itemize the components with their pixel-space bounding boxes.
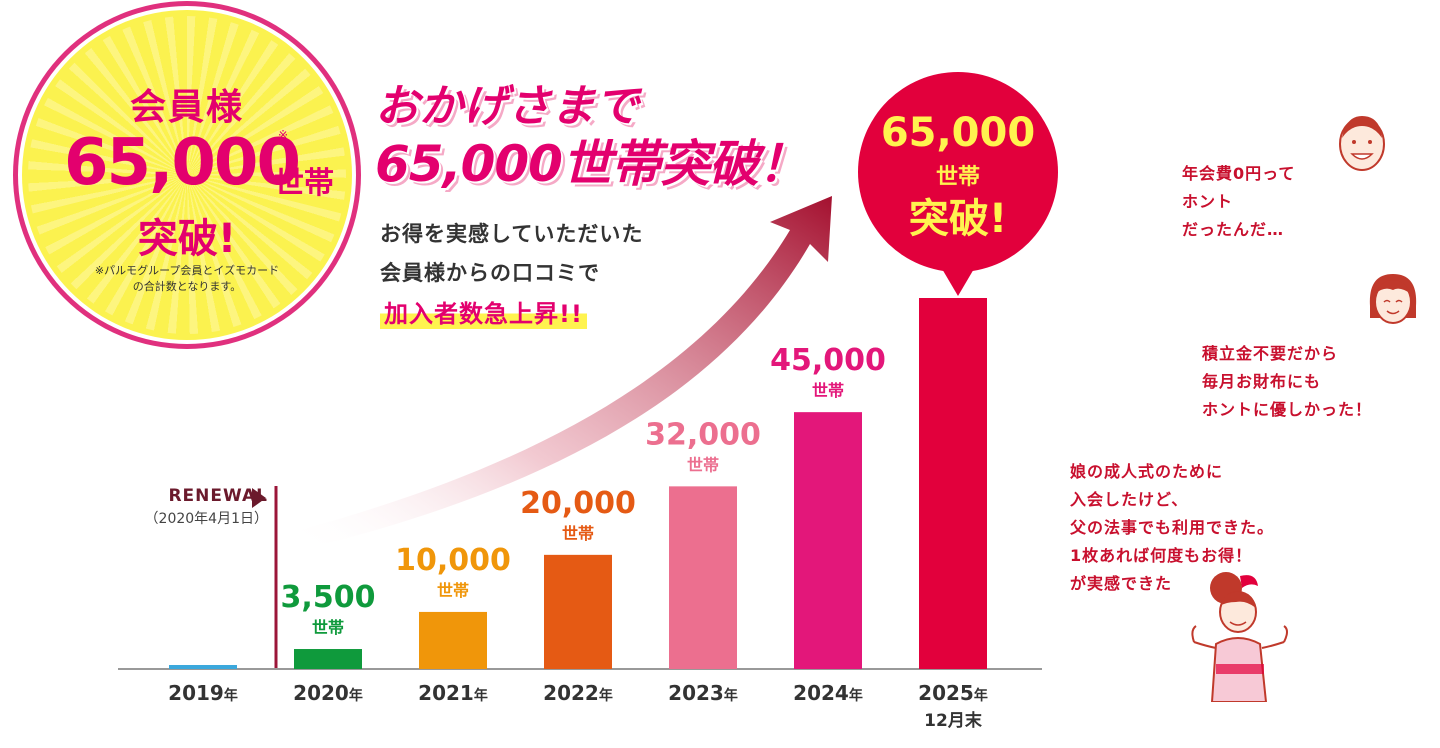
value-label-2024: 45,000 <box>770 343 886 378</box>
testimonial-3: 娘の成人式のために 入会したけど、 父の法事でも利用できた。 1枚あれば何度もお… <box>1070 458 1274 598</box>
callout-text: 突破! <box>909 196 1007 242</box>
bar-2020 <box>294 649 362 669</box>
testimonial-1-line: 年会費0円って <box>1182 164 1296 183</box>
member-count-badge: 会員様 65,000 ※ 世帯 突破! ※パルモグループ会員とイズモカード の合… <box>22 10 352 340</box>
tick-label-2021: 2021年 <box>418 681 488 705</box>
badge-line3: 突破! <box>137 216 237 262</box>
testimonial-3-line: が実感できた <box>1070 574 1173 593</box>
testimonial-2-line: 毎月お財布にも <box>1202 372 1322 391</box>
testimonial-1-line: ホント <box>1182 192 1234 211</box>
testimonial-1-line: だったんだ… <box>1182 220 1285 239</box>
tick-label-2025: 2025年 <box>918 681 988 705</box>
subtext-line3: 加入者数急上昇!! <box>380 294 587 329</box>
man-face-icon <box>1339 116 1385 171</box>
badge-rays <box>28 16 346 334</box>
bar-2021 <box>419 611 487 669</box>
tick-label-2023: 2023年 <box>668 681 738 705</box>
kimono-girl-icon <box>1191 572 1288 702</box>
testimonial-2-line: ホントに優しかった！ <box>1202 400 1373 419</box>
badge-note-line1: ※パルモグループ会員とイズモカード <box>94 264 280 277</box>
testimonial-3-line: 父の法事でも利用できた。 <box>1070 518 1275 537</box>
badge-number: 65,000 <box>64 126 301 200</box>
tick-label-2019: 2019年 <box>168 681 238 705</box>
value-label-2020: 3,500 <box>281 580 376 615</box>
value-unit-2021: 世帯 <box>437 581 469 600</box>
renewal-title: RENEWAL <box>168 486 268 506</box>
value-unit-2020: 世帯 <box>312 618 344 637</box>
value-label-2023: 32,000 <box>645 417 761 452</box>
badge-mark: ※ <box>278 128 289 142</box>
callout-bubble: 65,000 世帯 突破! <box>858 72 1058 296</box>
tick-label-2024: 2024年 <box>793 681 863 705</box>
subtext-line2: 会員様からの口コミで <box>380 261 600 285</box>
tick-label-2022: 2022年 <box>543 681 613 705</box>
bar-2024 <box>794 412 862 669</box>
value-unit-2022: 世帯 <box>562 524 594 543</box>
value-label-2022: 20,000 <box>520 486 636 521</box>
tick-subline-2025: 12月末 <box>924 710 983 731</box>
badge-line1: 会員様 <box>129 87 244 128</box>
headline-line2: 65,000世帯突破！ <box>375 135 808 193</box>
renewal-label: RENEWAL （2020年4月1日） <box>128 486 268 528</box>
subtext-line1: お得を実感していただいた <box>380 222 644 246</box>
renewal-date: （2020年4月1日） <box>144 511 268 527</box>
value-label-2021: 10,000 <box>395 543 511 578</box>
bar-2023 <box>669 486 737 669</box>
bar-2019 <box>169 665 237 669</box>
badge-unit: 世帯 <box>274 166 334 201</box>
testimonial-1: 年会費0円って ホント だったんだ… <box>1182 160 1295 244</box>
callout-number: 65,000 <box>881 110 1035 156</box>
testimonial-3-line: 娘の成人式のために <box>1070 462 1224 481</box>
testimonial-3-line: 1枚あれば何度もお得！ <box>1070 546 1253 565</box>
badge-note-line2: の合計数となります。 <box>132 280 242 293</box>
bar-2022 <box>544 554 612 669</box>
testimonial-2-line: 積立金不要だから <box>1202 344 1339 363</box>
tick-label-2020: 2020年 <box>293 681 363 705</box>
value-unit-2024: 世帯 <box>812 381 844 400</box>
testimonial-3-line: 入会したけど、 <box>1070 490 1189 509</box>
headline-line1: おかげさまで <box>375 81 639 132</box>
bar-2025 <box>919 298 987 669</box>
renewal-arrow-icon <box>252 488 266 508</box>
callout-unit: 世帯 <box>936 164 980 190</box>
woman-face-icon <box>1369 274 1417 324</box>
value-unit-2023: 世帯 <box>687 455 719 474</box>
testimonial-2: 積立金不要だから 毎月お財布にも ホントに優しかった！ <box>1202 340 1372 424</box>
